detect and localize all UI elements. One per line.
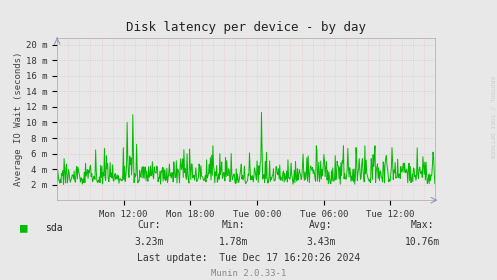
Title: Disk latency per device - by day: Disk latency per device - by day [126,21,366,34]
Y-axis label: Average IO Wait (seconds): Average IO Wait (seconds) [14,52,23,186]
Text: 1.78m: 1.78m [219,237,248,247]
Text: Cur:: Cur: [137,220,161,230]
Text: Last update:  Tue Dec 17 16:20:26 2024: Last update: Tue Dec 17 16:20:26 2024 [137,253,360,263]
Text: Munin 2.0.33-1: Munin 2.0.33-1 [211,269,286,277]
Text: Min:: Min: [222,220,246,230]
Text: ■: ■ [20,222,27,235]
Text: sda: sda [45,223,62,233]
Text: Avg:: Avg: [309,220,332,230]
Text: 3.23m: 3.23m [134,237,164,247]
Text: Max:: Max: [411,220,434,230]
Text: RRDTOOL / TOBI OETIKER: RRDTOOL / TOBI OETIKER [490,76,495,159]
Text: 3.43m: 3.43m [306,237,335,247]
Text: 10.76m: 10.76m [405,237,440,247]
